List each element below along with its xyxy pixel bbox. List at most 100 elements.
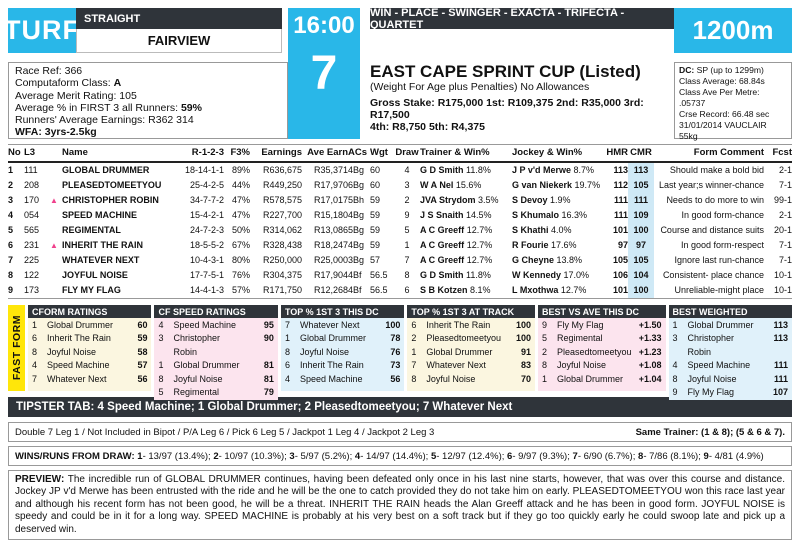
race-time-number-block: 16:00 7 [288, 8, 360, 139]
comment-cell: Should make a bold bid [669, 165, 764, 175]
text-segment: Crse Record: 66.48 sec [679, 109, 770, 119]
preview-label: PREVIEW: [15, 474, 65, 485]
entry-number: 1 [541, 373, 547, 384]
fast-form-entry: 7 Whatever Next 56 [28, 373, 151, 386]
entry-number: 1 [411, 346, 417, 357]
text-segment: Average % in FIRST 3 all Runners: [15, 101, 181, 114]
entry-number: 4 [32, 360, 38, 371]
entry-number: 8 [158, 373, 164, 384]
text-segment: SP (up to 1299m) [694, 65, 764, 75]
trainer-cell: JVA Strydom 3.5% [420, 193, 512, 208]
entry-number: 3 [672, 333, 678, 344]
fast-form-entry: 1 Global Drummer 78 [281, 332, 404, 345]
trainer-name: W A Nel [420, 180, 456, 190]
jockey-cell: L Mxothwa 12.7% [512, 283, 604, 298]
entry-number: 7 [284, 320, 290, 330]
race-info-box: Race Ref: 366 Computaform Class: A Average… [8, 62, 288, 139]
entry-number: 1 [672, 320, 678, 330]
draw-cell: 2 [404, 195, 410, 205]
name-cell: CHRISTOPHER ROBIN [62, 195, 159, 205]
fast-form-box-body: 1 Global Drummer 60 6 Inherit The Rain 59 8 Joy… [28, 318, 152, 391]
fcst-cell: 2-1 [778, 210, 792, 220]
entry-number: 7 [411, 360, 417, 371]
draw-cell: 9 [404, 210, 410, 220]
entry-horse-name: Joyful Noise [173, 373, 223, 384]
no-cell: 1 [8, 165, 14, 175]
entry-horse-name: Joyful Noise [47, 346, 97, 357]
entry-value: 81 [263, 373, 274, 384]
entry-value: 60 [137, 320, 148, 330]
entry-number: 8 [32, 346, 38, 357]
trainer-win-pct: 8.1% [470, 285, 491, 295]
fast-form-entry: 4 Speed Machine 111 [669, 359, 792, 372]
entry-horse-name: Joyful Noise [687, 373, 737, 384]
draw-cell: 6 [404, 285, 410, 295]
fast-form-box-body: 7 Whatever Next 100 1 Global Drummer 78 8 Joyfu… [280, 318, 405, 391]
entry-value: +1.50 [638, 320, 662, 330]
draw-value: - 14/97 (14.4%); [360, 450, 429, 462]
trainer-win-pct: 12.7% [466, 255, 493, 265]
r123-cell: 15-4-2-1 [189, 210, 224, 220]
comment-cell: Consistent- place chance [662, 270, 764, 280]
fast-form-box: TOP % 1ST 3 THIS DC 7 Whatever Next 100 1 Glo… [280, 305, 405, 391]
comment-cell: In good form-respect [680, 240, 764, 250]
draw-value: - 5/97 (5.2%); [294, 450, 353, 462]
fast-form-box-body: 9 Fly My Flag +1.50 5 Regimental +1.33 2 Please… [537, 318, 666, 391]
name-cell: FLY MY FLAG [62, 285, 121, 295]
race-title-box: EAST CAPE SPRINT CUP (Listed) (Weight Fo… [370, 62, 668, 139]
draw-cell: 3 [404, 180, 410, 190]
entry-value: 91 [520, 346, 531, 357]
f3-cell: 67% [231, 240, 250, 250]
f3-cell: 44% [231, 180, 250, 190]
draw-value: - 13/97 (13.4%); [142, 450, 211, 462]
entry-horse-name: Fly My Flag [687, 387, 735, 398]
r123-cell: 24-7-2-3 [189, 225, 224, 235]
race-info-line: Race Ref: 366 [15, 65, 281, 77]
text-segment: Average Merit Rating: 105 [15, 89, 137, 102]
race-name: EAST CAPE SPRINT CUP (Listed) [370, 62, 641, 81]
name-cell: WHATEVER NEXT [62, 255, 140, 265]
fast-form-box-title: TOP % 1ST 3 THIS DC [280, 305, 405, 318]
entry-number: 2 [411, 333, 417, 344]
comment-cell: Unreliable-might place [674, 285, 764, 295]
draw-cell: 7 [404, 255, 410, 265]
trainer-name: J S Snaith [420, 210, 467, 220]
f3-cell: 47% [231, 210, 250, 220]
r123-cell: 14-4-1-3 [189, 285, 224, 295]
fast-form-box-body: 1 Global Drummer 113 3 Christopher Robin 113 4… [668, 318, 792, 401]
comment-cell: Ignore last run-chance [674, 255, 764, 265]
jockey-cell: S Khathi 4.0% [512, 223, 604, 238]
acs-cell: 5Bh [348, 195, 365, 205]
column-header: Jockey & Win% [512, 147, 583, 158]
trainer-name: G D Smith [420, 270, 467, 280]
entry-horse-name: Global Drummer [173, 360, 240, 371]
f3-cell: 50% [231, 225, 250, 235]
entry-number: 9 [541, 320, 547, 330]
acs-cell: 6Bg [348, 180, 365, 190]
column-header: R-1-2-3 [191, 147, 224, 158]
comment-cell: Needs to do more to win [666, 195, 764, 205]
trainer-cell: J S Snaith 14.5% [420, 208, 512, 223]
fast-form-section: FAST FORM CFORM RATINGS 1 Global Drummer 60… [8, 305, 792, 401]
fast-form-entry: 1 Global Drummer 113 [669, 319, 792, 332]
r123-cell: 17-7-5-1 [189, 270, 224, 280]
draw-stats-label: WINS/RUNS FROM DRAW: [15, 450, 135, 462]
race-distance: 1200m [674, 8, 792, 53]
fast-form-box: TOP % 1ST 3 AT TRACK 6 Inherit The Rain 100… [407, 305, 535, 391]
entry-value: 113 [773, 333, 788, 344]
jockey-cell: G van Niekerk 19.7% [512, 178, 604, 193]
fast-form-entry: 1 Global Drummer 81 [154, 359, 277, 372]
earnings-cell: R578,575 [262, 195, 302, 205]
runners-table: No L3 Name R-1-2-3 F3% Earnings Ave Earn ACs Wgt… [8, 144, 792, 299]
cmr-cell: 111 [628, 193, 654, 208]
entry-value: 100 [385, 320, 401, 330]
venue-name: FAIRVIEW [76, 29, 282, 53]
acs-cell: 4Bg [348, 210, 365, 220]
entry-number: 8 [541, 360, 547, 371]
entry-number: 8 [411, 373, 417, 384]
name-cell: REGIMENTAL [62, 225, 121, 235]
wgt-cell: 60 [370, 165, 381, 175]
dc-line: Class Average: 68.84s [679, 76, 787, 87]
entry-horse-name: Whatever Next [426, 360, 486, 371]
jockey-win-pct: 12.7% [560, 285, 587, 295]
